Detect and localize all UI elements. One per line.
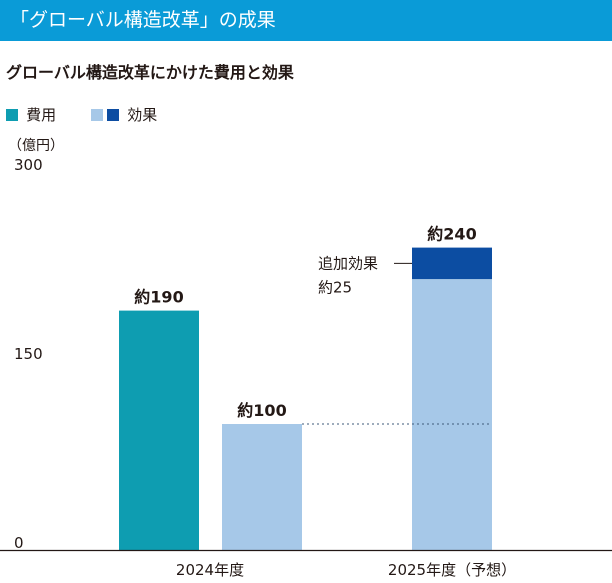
y-tick-label-150: 150 (14, 345, 43, 363)
page-title: 「グローバル構造改革」の成果 (10, 9, 276, 31)
data-label-2024-effect: 約100 (237, 401, 286, 420)
legend-swatch-effect (91, 108, 104, 121)
legend-item-cost: 費用 (6, 104, 56, 125)
bar-2025-effect-additional (412, 247, 492, 280)
bar-2024-effect (222, 424, 302, 550)
legend-swatch-cost (6, 108, 18, 121)
legend-item-effect: 効果 (91, 104, 157, 125)
bar-2025-effect (412, 279, 492, 550)
legend-swatch-effect-additional (107, 108, 120, 121)
y-tick-label-300: 300 (14, 156, 43, 174)
legend-label-cost: 費用 (26, 105, 57, 124)
y-axis-unit-label: （億円） (8, 138, 64, 154)
x-category-label-1: 2025年度（予想） (388, 561, 516, 579)
x-category-label-0: 2024年度 (176, 561, 244, 579)
y-tick-label-0: 0 (14, 534, 24, 552)
data-label-2024-cost: 約190 (134, 288, 183, 307)
chart-legend: 費用 効果 (6, 104, 187, 124)
annotation-additional-effect-value: 約25 (318, 278, 352, 296)
bar-2024-cost (119, 310, 199, 550)
data-label-2025-effect: 約240 (427, 225, 476, 244)
header-bar: 「グローバル構造改革」の成果 (0, 0, 612, 41)
chart-subtitle: グローバル構造改革にかけた費用と効果 (6, 63, 294, 82)
annotation-additional-effect-label: 追加効果 (318, 254, 378, 272)
legend-label-effect: 効果 (127, 105, 158, 124)
